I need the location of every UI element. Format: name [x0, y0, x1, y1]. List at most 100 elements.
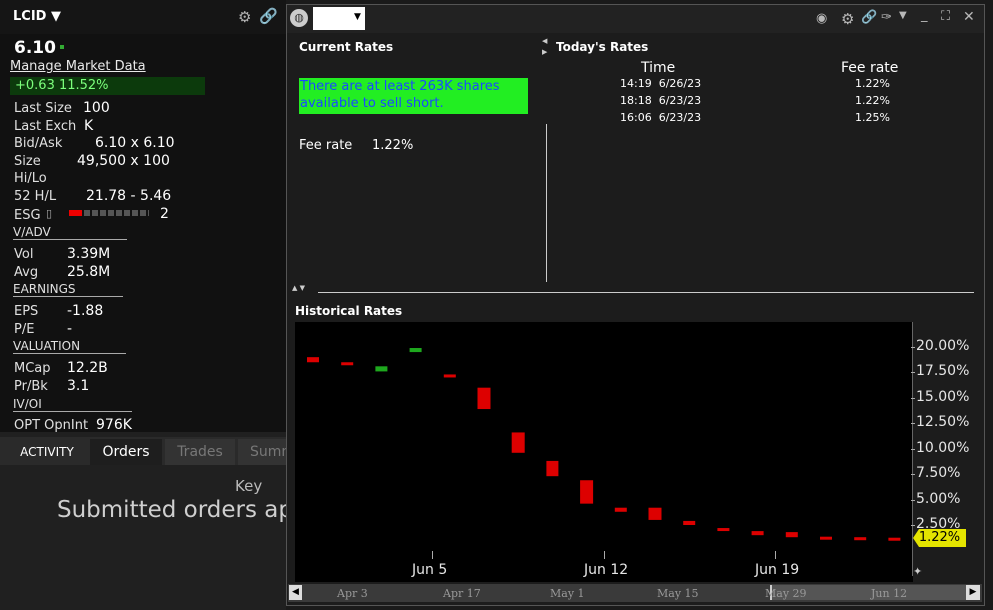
chevron-down-icon: ▼ [50, 9, 61, 24]
table-row-rate: 1.22% [855, 94, 890, 107]
candle-11 [683, 520, 696, 525]
availability-banner: There are at least 263K shares available… [299, 78, 528, 114]
pe-value: - [67, 321, 73, 337]
table-row-time: 18:18 6/23/23 [620, 94, 702, 107]
esg-bar-fill [69, 210, 82, 216]
y-tick-label: 5.00% [916, 490, 961, 507]
close-icon[interactable]: ✕ [963, 9, 975, 25]
key-label: Key [235, 477, 263, 495]
symbol-input[interactable] [313, 7, 365, 30]
y-tick-mark [911, 423, 915, 425]
y-tick-mark [911, 448, 915, 450]
bid-ask-label: Bid/Ask [14, 136, 63, 151]
panel-divider [546, 124, 547, 282]
x-tick-label: Jun 19 [755, 562, 800, 578]
link-icon[interactable]: 🔗 [259, 7, 278, 25]
symbol-selector[interactable]: LCID ▼ [13, 9, 61, 24]
candle-3 [409, 348, 422, 353]
x-tick-label: Jun 12 [584, 562, 629, 578]
avg-label: Avg [14, 265, 39, 280]
chevron-down-icon[interactable]: ▼ [354, 12, 361, 22]
vol-value: 3.39M [67, 246, 111, 262]
y-tick-mark [911, 397, 915, 399]
section-earnings: EARNINGS [13, 282, 123, 297]
navigator-label: Jun 12 [871, 587, 908, 600]
hi-lo-label: Hi/Lo [14, 171, 47, 186]
last-price: 6.10 [14, 38, 56, 58]
mcap-value: 12.2B [67, 360, 108, 376]
collapse-arrows-icon[interactable]: ◀ ▶ [542, 37, 548, 56]
splitter-arrows-icon[interactable]: ▲ ▼ [292, 284, 305, 292]
vol-label: Vol [14, 247, 34, 262]
last-size-label: Last Size [14, 101, 72, 116]
size-value: 49,500 x 100 [77, 153, 170, 169]
table-row-rate: 1.22% [855, 77, 890, 90]
navigator-label: May 15 [657, 587, 699, 600]
section-ivoi: IV/OI [13, 397, 132, 412]
x-tick-mark [432, 551, 433, 559]
esg-value: 2 [160, 206, 169, 222]
quote-panel: LCID ▼ ⚙ 🔗 6.10 Manage Market Data +0.63… [0, 0, 286, 433]
candle-9 [614, 507, 627, 512]
app-logo-icon: ◍ [290, 9, 308, 27]
prbk-label: Pr/Bk [14, 379, 48, 394]
navigator-label: Apr 17 [443, 587, 481, 600]
fee-rate-header: Fee rate [841, 60, 899, 76]
pin-icon[interactable]: ✑ [881, 10, 892, 25]
quote-header [0, 0, 286, 34]
tab-summary[interactable]: Summ [238, 439, 286, 465]
last-exch-value: K [84, 118, 94, 134]
empty-orders-message: Submitted orders ap [57, 497, 286, 523]
chevron-down-icon[interactable]: ▼ [899, 10, 907, 21]
splitter-line[interactable] [318, 292, 974, 293]
tab-trades[interactable]: Trades [165, 439, 235, 465]
tab-orders[interactable]: Orders [90, 439, 162, 465]
candle-6 [511, 432, 525, 453]
navigator-window[interactable] [770, 585, 966, 600]
historical-chart[interactable] [295, 322, 913, 582]
x-tick-mark [775, 551, 776, 559]
document-icon[interactable]: ▯ [46, 207, 53, 220]
price-dot-icon [60, 45, 64, 49]
mcap-label: MCap [14, 361, 51, 376]
window-titlebar [287, 5, 984, 33]
link-icon[interactable]: 🔗 [861, 10, 878, 25]
opt-label: OPT OpnInt [14, 418, 89, 433]
gear-icon[interactable]: ⚙ [238, 8, 252, 26]
tab-activity[interactable]: ACTIVITY [20, 445, 74, 459]
y-tick-mark [911, 372, 915, 374]
y-tick-mark [911, 525, 915, 526]
fee-rate-value: 1.22% [372, 138, 414, 153]
y-tick-mark [911, 474, 915, 476]
section-vadv: V/ADV [13, 225, 127, 240]
bid-ask-value: 6.10 x 6.10 [95, 135, 175, 151]
candle-13 [751, 531, 764, 536]
table-row-rate: 1.25% [855, 111, 890, 124]
maximize-icon[interactable]: ⛶ [941, 9, 951, 24]
table-row-time: 16:06 6/23/23 [620, 111, 702, 124]
candle-17 [888, 537, 901, 541]
section-valuation: VALUATION [13, 339, 126, 354]
scroll-right-button[interactable]: ▶ [966, 585, 980, 600]
manage-market-data-link[interactable]: Manage Market Data [10, 59, 146, 74]
crosshair-icon[interactable]: ✦ [913, 565, 923, 578]
x-tick-mark [604, 551, 605, 559]
y-tick-label: 20.00% [916, 338, 970, 354]
gear-icon[interactable]: ⚙ [841, 10, 855, 28]
candle-7 [546, 460, 559, 477]
minimize-icon[interactable]: _ [921, 8, 928, 23]
esg-bar [69, 210, 149, 216]
navigator-label: May 29 [765, 587, 807, 600]
y-tick-label: 12.50% [916, 414, 970, 431]
y-tick-label: 7.50% [916, 465, 961, 482]
last-size-value: 100 [83, 100, 110, 116]
y-tick-label: 17.50% [916, 363, 970, 380]
size-label: Size [14, 154, 41, 169]
scroll-left-button[interactable]: ◀ [289, 585, 302, 600]
y-tick-mark [911, 347, 915, 348]
candle-10 [648, 507, 662, 520]
symbol-label: LCID [13, 9, 47, 24]
chart-svg[interactable] [295, 322, 913, 582]
candle-12 [717, 528, 730, 532]
chat-icon[interactable]: ◉ [816, 11, 828, 26]
